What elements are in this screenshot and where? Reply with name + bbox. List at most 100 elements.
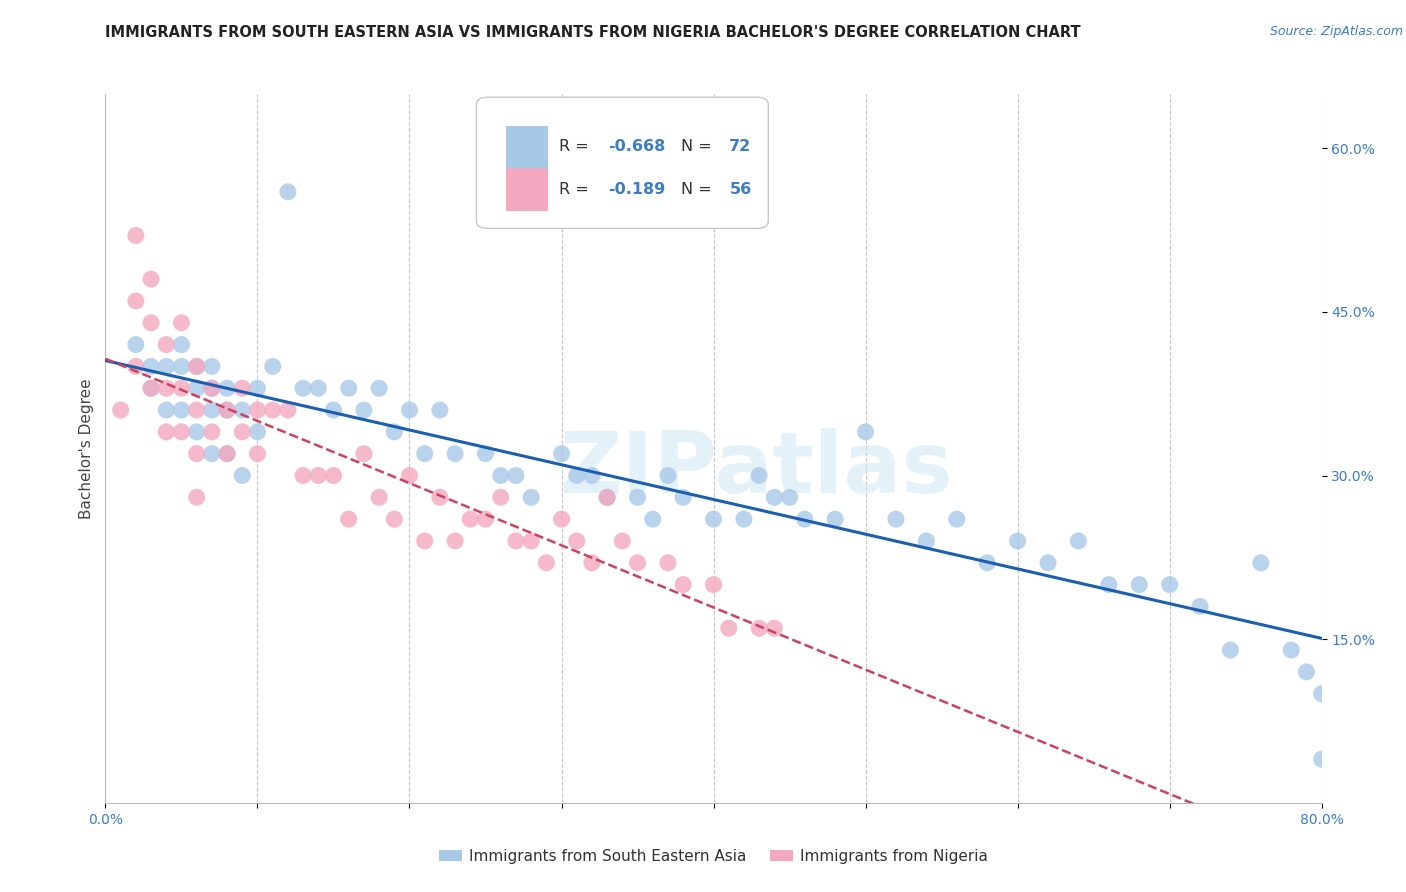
Point xyxy=(536,556,558,570)
Point xyxy=(217,447,239,461)
Point xyxy=(489,491,512,505)
Point xyxy=(398,468,420,483)
Text: 56: 56 xyxy=(730,182,752,197)
Legend: Immigrants from South Eastern Asia, Immigrants from Nigeria: Immigrants from South Eastern Asia, Immi… xyxy=(433,842,994,870)
Text: R =: R = xyxy=(560,182,593,197)
Point xyxy=(1310,687,1333,701)
Point xyxy=(382,425,405,439)
Point xyxy=(353,403,375,417)
Point xyxy=(1295,665,1317,679)
Point xyxy=(1007,533,1029,548)
Point xyxy=(186,425,208,439)
FancyBboxPatch shape xyxy=(506,126,548,168)
Point xyxy=(550,512,572,526)
Point xyxy=(976,556,998,570)
Point xyxy=(1128,577,1150,591)
Point xyxy=(139,316,162,330)
Point xyxy=(1279,643,1302,657)
Point xyxy=(1067,533,1090,548)
Point xyxy=(217,403,239,417)
Point xyxy=(292,468,315,483)
Point xyxy=(945,512,967,526)
Point xyxy=(413,447,436,461)
Point xyxy=(322,468,344,483)
Point xyxy=(337,381,360,395)
Point xyxy=(458,512,481,526)
Point xyxy=(626,556,648,570)
Point xyxy=(201,359,224,374)
Point xyxy=(170,359,193,374)
Text: ZIPatlas: ZIPatlas xyxy=(560,428,953,511)
Text: N =: N = xyxy=(681,182,717,197)
Point xyxy=(1188,599,1211,614)
Point xyxy=(262,403,284,417)
Point xyxy=(1219,643,1241,657)
Point xyxy=(186,491,208,505)
Text: Source: ZipAtlas.com: Source: ZipAtlas.com xyxy=(1270,25,1403,38)
Point xyxy=(186,359,208,374)
Point xyxy=(763,621,786,635)
Point xyxy=(702,512,725,526)
Point xyxy=(246,381,269,395)
Point xyxy=(155,337,177,351)
Point xyxy=(201,381,224,395)
Point xyxy=(474,512,496,526)
Point xyxy=(170,425,193,439)
Point xyxy=(581,556,603,570)
Point xyxy=(748,468,770,483)
Point xyxy=(1310,752,1333,766)
Point xyxy=(763,491,786,505)
Point xyxy=(641,512,664,526)
Point xyxy=(201,447,224,461)
Point xyxy=(292,381,315,395)
Point xyxy=(748,621,770,635)
Point xyxy=(1036,556,1059,570)
Point xyxy=(125,337,148,351)
Point xyxy=(337,512,360,526)
Text: 72: 72 xyxy=(730,139,752,154)
Y-axis label: Bachelor's Degree: Bachelor's Degree xyxy=(79,378,94,518)
Point xyxy=(520,491,543,505)
Point xyxy=(793,512,815,526)
Point xyxy=(596,491,619,505)
Point xyxy=(186,381,208,395)
Text: -0.189: -0.189 xyxy=(607,182,665,197)
Point xyxy=(201,403,224,417)
Text: N =: N = xyxy=(681,139,717,154)
Point xyxy=(231,468,253,483)
Point xyxy=(884,512,907,526)
Point xyxy=(626,491,648,505)
Point xyxy=(170,403,193,417)
Text: R =: R = xyxy=(560,139,593,154)
Point xyxy=(444,533,467,548)
Point xyxy=(170,316,193,330)
Point xyxy=(550,447,572,461)
Point xyxy=(186,403,208,417)
Point xyxy=(186,359,208,374)
Point xyxy=(672,577,695,591)
Point xyxy=(246,425,269,439)
Point xyxy=(565,533,588,548)
Point xyxy=(277,403,299,417)
Point xyxy=(596,491,619,505)
Point xyxy=(612,533,634,548)
Point xyxy=(474,447,496,461)
Point xyxy=(1250,556,1272,570)
Point xyxy=(307,468,329,483)
Point xyxy=(139,272,162,286)
Point xyxy=(231,403,253,417)
Point xyxy=(505,533,527,548)
Point xyxy=(702,577,725,591)
FancyBboxPatch shape xyxy=(477,97,768,228)
Point xyxy=(217,403,239,417)
Text: -0.668: -0.668 xyxy=(607,139,665,154)
Text: IMMIGRANTS FROM SOUTH EASTERN ASIA VS IMMIGRANTS FROM NIGERIA BACHELOR'S DEGREE : IMMIGRANTS FROM SOUTH EASTERN ASIA VS IM… xyxy=(105,25,1081,40)
Point xyxy=(733,512,755,526)
Point xyxy=(246,447,269,461)
Point xyxy=(915,533,938,548)
FancyBboxPatch shape xyxy=(506,168,548,211)
Point xyxy=(155,425,177,439)
Point xyxy=(170,381,193,395)
Point xyxy=(444,447,467,461)
Point xyxy=(155,359,177,374)
